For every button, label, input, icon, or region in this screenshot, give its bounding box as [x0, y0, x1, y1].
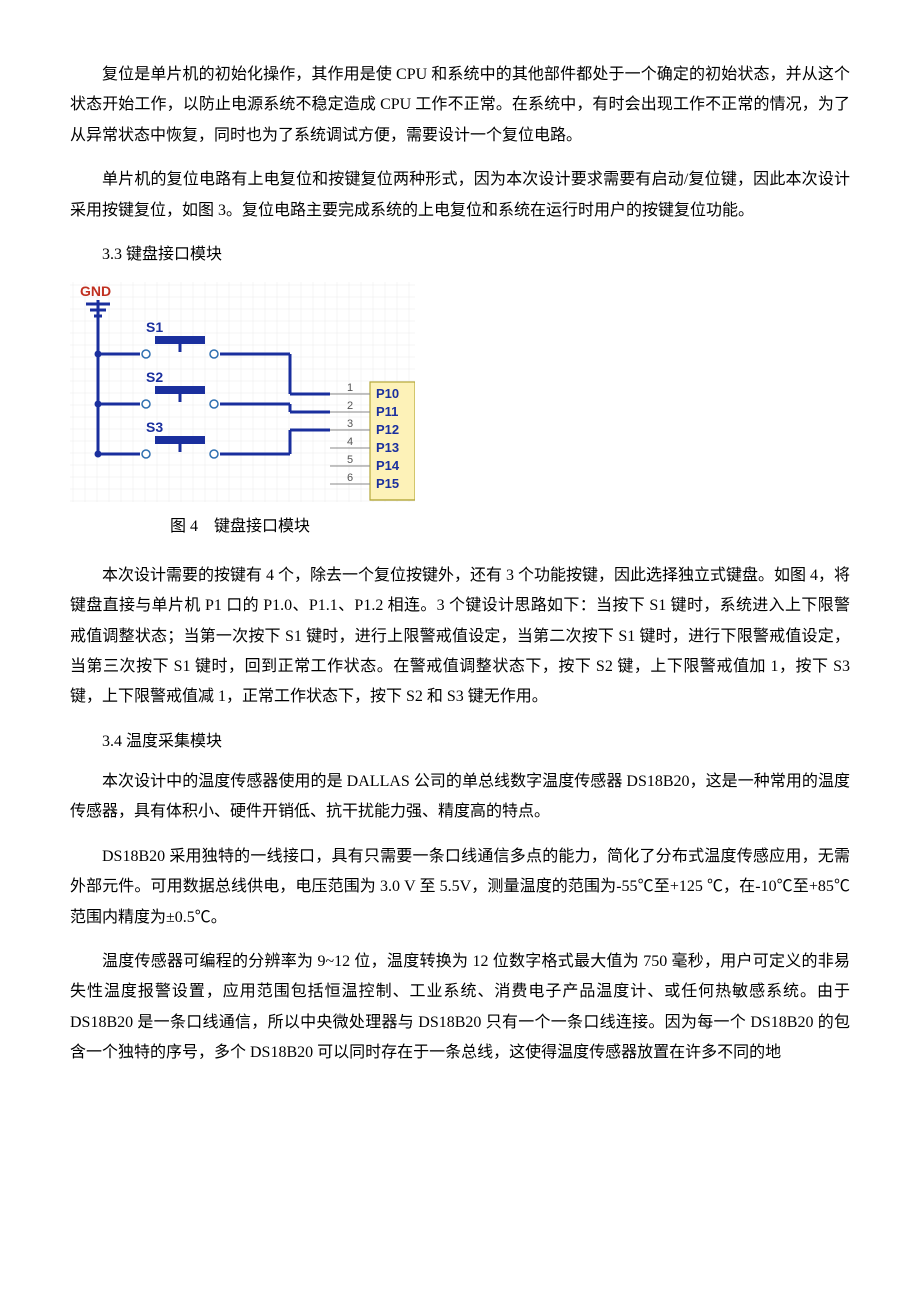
paragraph-keyboard-design: 本次设计需要的按键有 4 个，除去一个复位按键外，还有 3 个功能按键，因此选择…	[70, 561, 850, 713]
svg-text:2: 2	[347, 400, 353, 412]
svg-text:6: 6	[347, 472, 353, 484]
paragraph-ds18b20-spec: DS18B20 采用独特的一线接口，具有只需要一条口线通信多点的能力，简化了分布…	[70, 842, 850, 933]
svg-text:1: 1	[347, 382, 353, 394]
svg-text:P14: P14	[376, 458, 400, 473]
svg-text:S3: S3	[146, 419, 163, 435]
svg-text:P15: P15	[376, 476, 399, 491]
svg-text:P13: P13	[376, 440, 399, 455]
section-3-3-heading: 3.3 键盘接口模块	[70, 240, 850, 270]
svg-text:P12: P12	[376, 422, 399, 437]
svg-text:4: 4	[347, 436, 353, 448]
svg-text:P11: P11	[376, 404, 398, 419]
figure-4-keyboard-diagram: GND 1 P10 2 P11 3 P12 4 P13 5 P14 6 P15 S1 S2 S3	[70, 282, 850, 502]
svg-text:5: 5	[347, 454, 353, 466]
svg-text:P10: P10	[376, 386, 399, 401]
paragraph-reset-intro: 复位是单片机的初始化操作，其作用是使 CPU 和系统中的其他部件都处于一个确定的…	[70, 60, 850, 151]
svg-text:S1: S1	[146, 319, 163, 335]
svg-text:3: 3	[347, 418, 353, 430]
paragraph-ds18b20-detail: 温度传感器可编程的分辨率为 9~12 位，温度转换为 12 位数字格式最大值为 …	[70, 947, 850, 1069]
paragraph-ds18b20-intro: 本次设计中的温度传感器使用的是 DALLAS 公司的单总线数字温度传感器 DS1…	[70, 767, 850, 828]
svg-text:S2: S2	[146, 369, 163, 385]
section-3-4-heading: 3.4 温度采集模块	[70, 727, 850, 757]
figure-4-caption: 图 4 键盘接口模块	[70, 512, 410, 542]
paragraph-reset-circuit: 单片机的复位电路有上电复位和按键复位两种形式，因为本次设计要求需要有启动/复位键…	[70, 165, 850, 226]
svg-text:GND: GND	[80, 283, 111, 299]
